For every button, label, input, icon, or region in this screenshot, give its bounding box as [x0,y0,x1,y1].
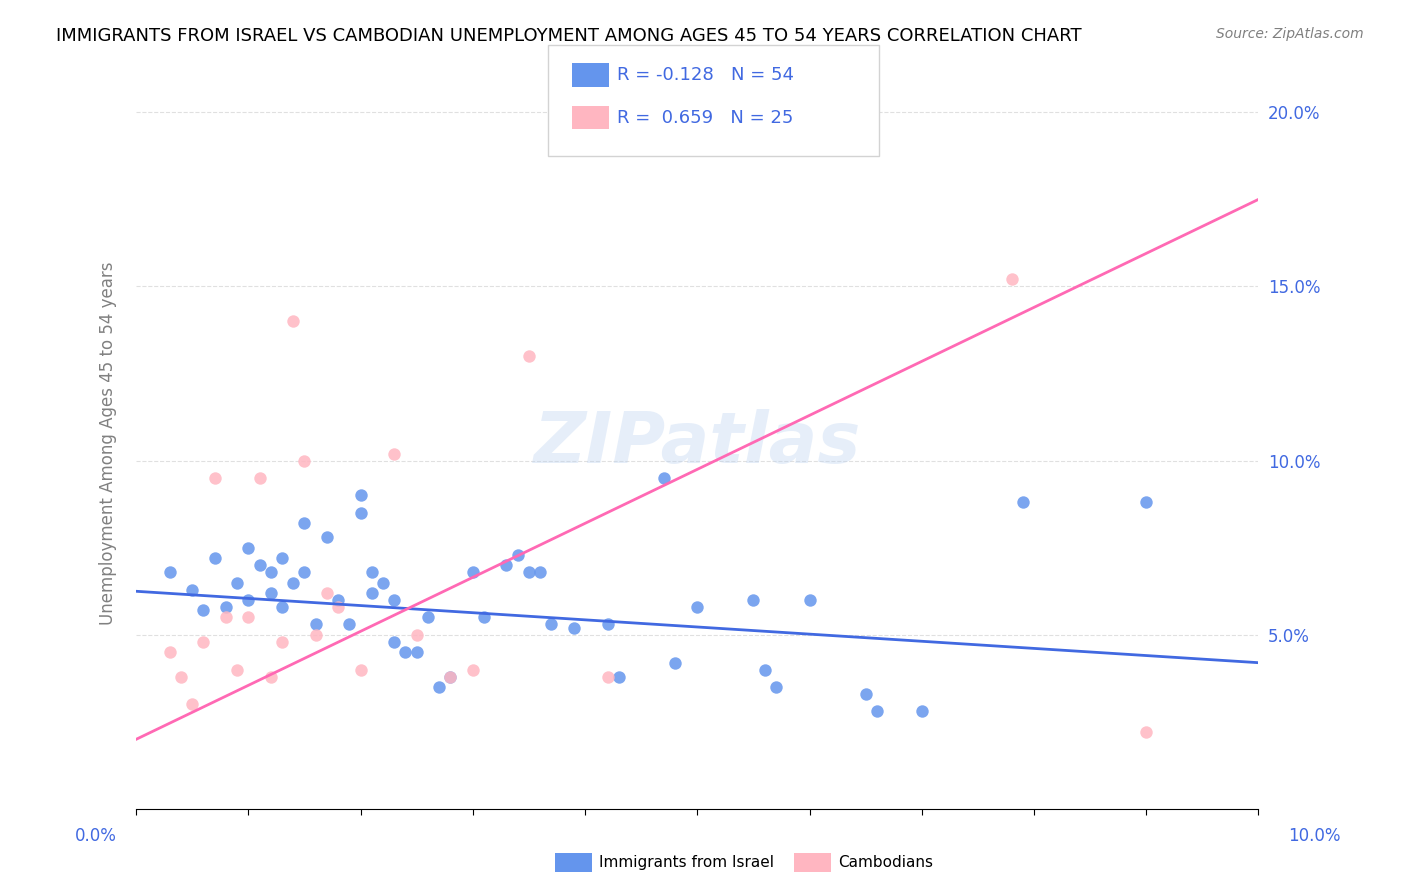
Point [596,670,619,684]
Point [855,687,877,701]
Point [305,628,328,642]
Text: Source: ZipAtlas.com: Source: ZipAtlas.com [1216,27,1364,41]
Point [305,617,328,632]
Point [382,447,405,461]
Point [360,565,382,579]
Point [427,680,450,694]
Point [294,453,316,467]
Point [911,705,934,719]
Point [193,603,215,617]
Point [664,656,686,670]
Text: R = -0.128   N = 54: R = -0.128 N = 54 [617,66,794,84]
Point [181,698,204,712]
Y-axis label: Unemployment Among Ages 45 to 54 years: Unemployment Among Ages 45 to 54 years [100,261,117,625]
Point [439,670,461,684]
Point [283,314,305,328]
Point [316,586,339,600]
Point [215,599,238,614]
Point [294,516,316,531]
Point [439,670,461,684]
Point [337,617,360,632]
Text: 0.0%: 0.0% [75,827,117,845]
Point [461,663,484,677]
Point [506,548,529,562]
Point [799,593,821,607]
Point [416,610,439,624]
Point [271,551,294,566]
Text: Immigrants from Israel: Immigrants from Israel [599,855,773,870]
Point [260,586,283,600]
Text: ZIPatlas: ZIPatlas [534,409,860,478]
Point [316,530,339,544]
Point [271,599,294,614]
Point [382,634,405,648]
Point [596,617,619,632]
Point [349,488,371,502]
Point [238,610,260,624]
Point [170,670,193,684]
Point [360,586,382,600]
Point [260,565,283,579]
Point [754,663,776,677]
Point [371,575,394,590]
Point [1011,495,1033,509]
Point [349,663,371,677]
Point [294,565,316,579]
Point [226,575,249,590]
Point [249,471,271,485]
Point [540,617,562,632]
Point [326,593,349,607]
Point [204,551,226,566]
Point [1135,725,1157,739]
Text: IMMIGRANTS FROM ISRAEL VS CAMBODIAN UNEMPLOYMENT AMONG AGES 45 TO 54 YEARS CORRE: IMMIGRANTS FROM ISRAEL VS CAMBODIAN UNEM… [56,27,1081,45]
Point [238,541,260,555]
Point [607,670,630,684]
Point [215,610,238,624]
Point [472,610,495,624]
Point [159,645,181,659]
Point [181,582,204,597]
Text: R =  0.659   N = 25: R = 0.659 N = 25 [617,109,793,127]
Point [283,575,305,590]
Point [405,628,427,642]
Point [652,471,675,485]
Point [765,680,787,694]
Point [461,565,484,579]
Point [529,565,551,579]
Point [326,599,349,614]
Point [866,705,889,719]
Point [1135,495,1157,509]
Point [159,565,181,579]
Text: 10.0%: 10.0% [1288,827,1341,845]
Point [394,645,416,659]
Point [405,645,427,659]
Point [271,634,294,648]
Point [562,621,585,635]
Point [517,565,540,579]
Point [349,506,371,520]
Point [260,670,283,684]
Point [226,663,249,677]
Text: Cambodians: Cambodians [838,855,934,870]
Point [495,558,517,573]
Point [238,593,260,607]
Point [1000,272,1022,286]
Point [686,599,709,614]
Point [382,593,405,607]
Point [193,634,215,648]
Point [517,349,540,363]
Point [249,558,271,573]
Point [742,593,765,607]
Point [204,471,226,485]
